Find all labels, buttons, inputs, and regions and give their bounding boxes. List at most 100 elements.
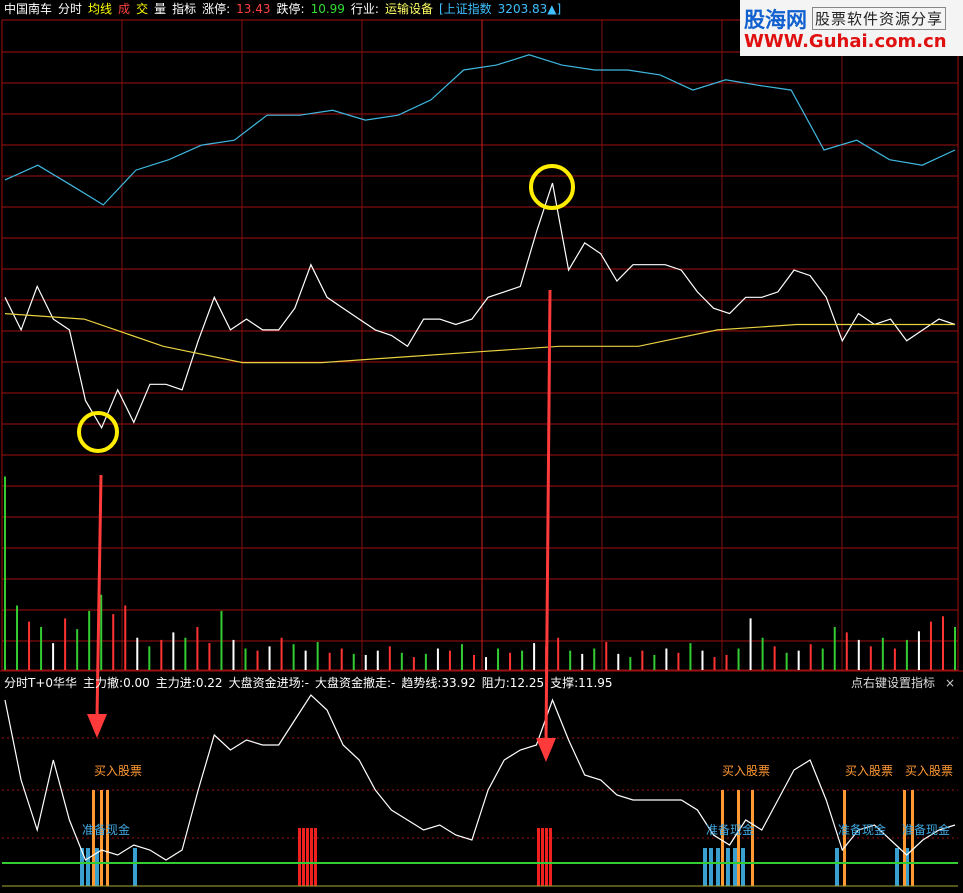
volume-bar: [629, 657, 632, 670]
volume-bar: [737, 648, 740, 670]
volume-bar: [593, 648, 596, 670]
volume-bar: [124, 605, 127, 670]
panel-border: [1, 19, 959, 671]
volume-bar: [929, 621, 932, 670]
volume-bar: [809, 644, 812, 670]
cash-signal: [80, 848, 84, 886]
header-item: 交: [136, 2, 149, 16]
cash-signal: [905, 848, 909, 886]
volume-bar: [460, 644, 463, 670]
volume-bar: [292, 644, 295, 670]
volume-bar: [184, 637, 187, 670]
volume-bar: [160, 639, 163, 670]
volume-bar: [557, 637, 560, 670]
volume-bar: [64, 618, 67, 670]
header-item: 均线: [88, 2, 113, 16]
volume-bar: [905, 639, 908, 670]
header-item: 中国南车: [4, 2, 53, 16]
volume-bar: [76, 629, 79, 670]
red-signal: [549, 828, 552, 886]
header-item: 成: [118, 2, 131, 16]
volume-bar: [725, 654, 728, 670]
volume-bar: [256, 650, 259, 670]
indicator-header: 分时T+0华华 主力撤:0.00 主力进:0.22 大盘资金进场:- 大盘资金撤走:- 趋…: [4, 675, 613, 691]
volume-bar: [412, 657, 415, 670]
arrow: [95, 474, 103, 719]
indicator-item: 主力进:0.22: [155, 676, 223, 690]
volume-bar: [196, 627, 199, 670]
volume-bar: [88, 610, 91, 670]
volume-bar: [340, 648, 343, 670]
header-item: 行业:: [350, 2, 379, 16]
volume-bar: [917, 631, 920, 670]
volume-bar: [641, 650, 644, 670]
volume-bar: [448, 650, 451, 670]
volume-bar: [16, 605, 19, 670]
circle: [529, 164, 575, 210]
line: [4, 54, 956, 206]
indicator-hint[interactable]: 点右键设置指标: [850, 676, 935, 690]
red-signal: [541, 828, 544, 886]
volume-bar: [376, 650, 379, 670]
red-signal: [306, 828, 309, 886]
buy-signal: [721, 790, 724, 886]
buy-label: 买入股票: [94, 764, 143, 778]
indicator-item: 趋势线:33.92: [401, 676, 476, 690]
volume-bar: [232, 639, 235, 670]
volume-bar: [4, 476, 6, 670]
header-item: 分时: [58, 2, 83, 16]
line: [4, 313, 955, 364]
arrow-head: [536, 738, 556, 762]
volume-bar: [304, 650, 307, 670]
line: [4, 182, 956, 430]
volume-bar: [472, 654, 475, 670]
volume-bar: [52, 643, 55, 670]
header-item: 3203.83▲]: [497, 2, 562, 16]
volume-bar: [869, 646, 872, 670]
volume-bar: [521, 650, 524, 670]
buy-signal: [751, 790, 754, 886]
cash-signal: [703, 848, 707, 886]
volume-bar: [112, 614, 115, 670]
header-item: 13.43: [236, 2, 271, 16]
red-signal: [314, 828, 317, 886]
volume-bar: [485, 657, 488, 670]
volume-bar: [653, 654, 656, 670]
volume-bar: [954, 627, 956, 670]
brand: 股海网: [744, 8, 807, 32]
volume-bar: [569, 650, 572, 670]
indicator-item: 支撑:11.95: [550, 676, 613, 690]
buy-label: 买入股票: [905, 764, 954, 778]
annotations: [77, 164, 575, 762]
volume-bar: [388, 646, 391, 670]
volume-bar: [797, 650, 800, 670]
arrow: [544, 289, 552, 743]
volume-bar: [749, 618, 752, 670]
header: 中国南车 分时 均线成交量指标 涨停: 13.43 跌停: 10.99 行业: 运输设备 [上证指…: [4, 1, 561, 17]
volume-bar: [773, 646, 776, 670]
volume-bar: [280, 637, 283, 670]
volume-bar: [220, 610, 223, 670]
close-button[interactable]: ×: [944, 676, 955, 690]
volume-bar: [893, 648, 896, 670]
volume-bar: [785, 652, 788, 670]
volume-bar: [497, 648, 500, 670]
volume-bar: [881, 637, 884, 670]
volume-bar: [761, 637, 764, 670]
header-item: 指标: [172, 2, 197, 16]
header-item: 10.99: [310, 2, 345, 16]
watermark: 股海网 股票软件资源分享 WWW.Guhai.com.cn: [740, 0, 963, 56]
buy-signal: [100, 790, 103, 886]
volume-bar: [328, 652, 331, 670]
red-signal: [298, 828, 301, 886]
indicator-item: 大盘资金撤走:-: [314, 676, 396, 690]
line: [4, 694, 956, 861]
cash-signal: [741, 848, 745, 886]
cash-signal: [835, 848, 839, 886]
volume-bar: [316, 642, 319, 670]
buy-label: 买入股票: [722, 764, 771, 778]
volume-bar: [581, 653, 584, 670]
buy-signal: [737, 790, 740, 886]
cash-signal: [95, 848, 99, 886]
volume-bar: [352, 653, 355, 670]
